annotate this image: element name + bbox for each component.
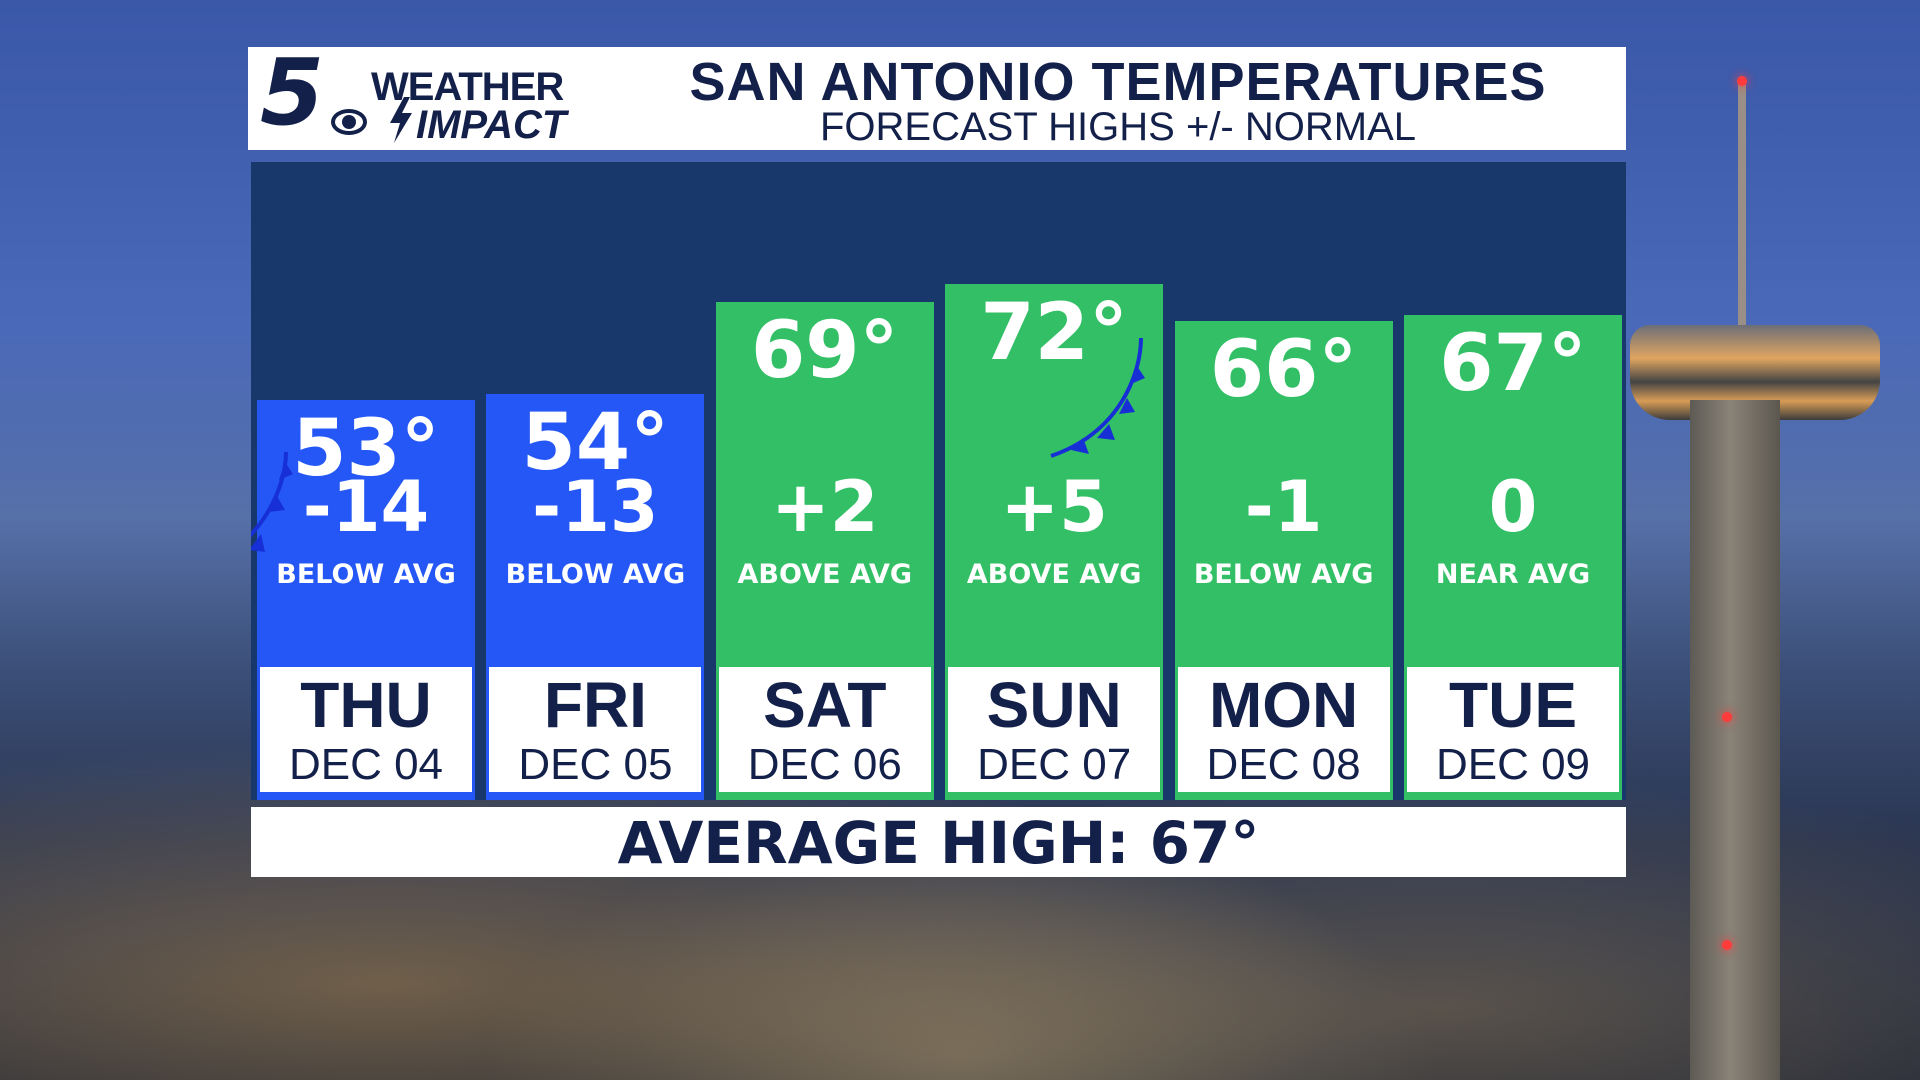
departure-value: +2 <box>771 466 879 548</box>
day-column: 69° +2 ABOVE AVG SAT DEC 06 <box>715 302 934 800</box>
departure-value: -1 <box>1244 466 1323 548</box>
day-name: FRI <box>543 669 647 741</box>
logo-impact-text: IMPACT <box>416 103 567 147</box>
front-barb <box>1131 366 1145 384</box>
front-barb <box>279 462 293 480</box>
page-subtitle: FORECAST HIGHS +/- NORMAL <box>819 105 1416 149</box>
day-date: DEC 07 <box>977 740 1132 789</box>
departure-value: -14 <box>302 466 430 548</box>
front-barb <box>269 496 285 512</box>
front-barb <box>1119 398 1135 414</box>
tower-shaft <box>1690 400 1780 1080</box>
mast-light <box>1737 76 1747 86</box>
day-name: TUE <box>1449 669 1577 741</box>
departure-value: 0 <box>1488 466 1538 548</box>
day-name: SAT <box>763 669 887 741</box>
day-name: MON <box>1208 669 1359 741</box>
high-temp-label: 54° <box>521 397 670 488</box>
tower-light <box>1722 940 1732 950</box>
logo-channel-number: 5 <box>260 39 325 146</box>
day-label-box: THU DEC 04 <box>260 667 472 792</box>
high-temp-label: 72° <box>980 288 1128 379</box>
page-title: SAN ANTONIO TEMPERATURES <box>689 52 1547 112</box>
day-date: DEC 08 <box>1206 740 1361 789</box>
day-date: DEC 04 <box>288 740 444 789</box>
day-column: 72° +5 ABOVE AVG SUN DEC 07 <box>945 284 1164 800</box>
high-temp-label: 66° <box>1209 324 1358 415</box>
front-barb <box>1097 424 1115 440</box>
forecast-chart: 53° -14 BELOW AVG THU DEC 04 54° -13 BELOW AVG F… <box>251 162 1626 800</box>
high-temp-label: 53° <box>292 404 440 494</box>
day-column: 53° -14 BELOW AVG THU DEC 04 <box>257 400 475 800</box>
day-label-box: TUE DEC 09 <box>1407 667 1619 792</box>
cold-front-line <box>1050 337 1143 458</box>
front-barb <box>251 534 265 552</box>
day-date: DEC 05 <box>518 740 673 789</box>
day-label-box: SAT DEC 06 <box>718 667 931 792</box>
day-name: SUN <box>986 669 1122 741</box>
high-temp-label: 67° <box>1439 318 1587 409</box>
day-date: DEC 09 <box>1435 740 1591 789</box>
departure-value: +5 <box>1000 466 1108 548</box>
cbs-eye-icon <box>331 109 367 135</box>
high-temp-label: 69° <box>751 306 899 397</box>
front-barb <box>1071 438 1089 454</box>
departure-label: ABOVE AVG <box>966 559 1142 590</box>
average-high-banner: AVERAGE HIGH: 67° <box>251 807 1626 877</box>
day-label-box: FRI DEC 05 <box>489 667 702 792</box>
day-label-box: SUN DEC 07 <box>948 667 1161 792</box>
logo-weather-text: WEATHER <box>371 65 564 109</box>
header-banner: 5 WEATHER IMPACT SAN ANTONIO TEMPERATURE… <box>248 47 1626 150</box>
day-column: 54° -13 BELOW AVG FRI DEC 05 <box>486 393 705 800</box>
cold-front-layer <box>251 337 1145 552</box>
average-high-text: AVERAGE HIGH: 67° <box>617 809 1260 877</box>
tower-light <box>1722 712 1732 722</box>
day-column: 67° 0 NEAR AVG TUE DEC 09 <box>1404 314 1622 800</box>
departure-label: BELOW AVG <box>276 559 456 590</box>
departure-label: BELOW AVG <box>1193 559 1374 590</box>
day-column: 66° -1 BELOW AVG MON DEC 08 <box>1174 320 1393 800</box>
day-label-box: MON DEC 08 <box>1177 667 1390 792</box>
departure-label: BELOW AVG <box>505 559 686 590</box>
departure-label: NEAR AVG <box>1435 559 1591 590</box>
station-logo: 5 WEATHER IMPACT <box>256 47 636 147</box>
departure-value: -13 <box>532 466 659 548</box>
day-date: DEC 06 <box>747 740 902 789</box>
departure-label: ABOVE AVG <box>737 559 913 590</box>
tower-mast <box>1738 80 1746 330</box>
lightning-bolt-icon <box>390 97 412 143</box>
day-name: THU <box>300 669 432 741</box>
